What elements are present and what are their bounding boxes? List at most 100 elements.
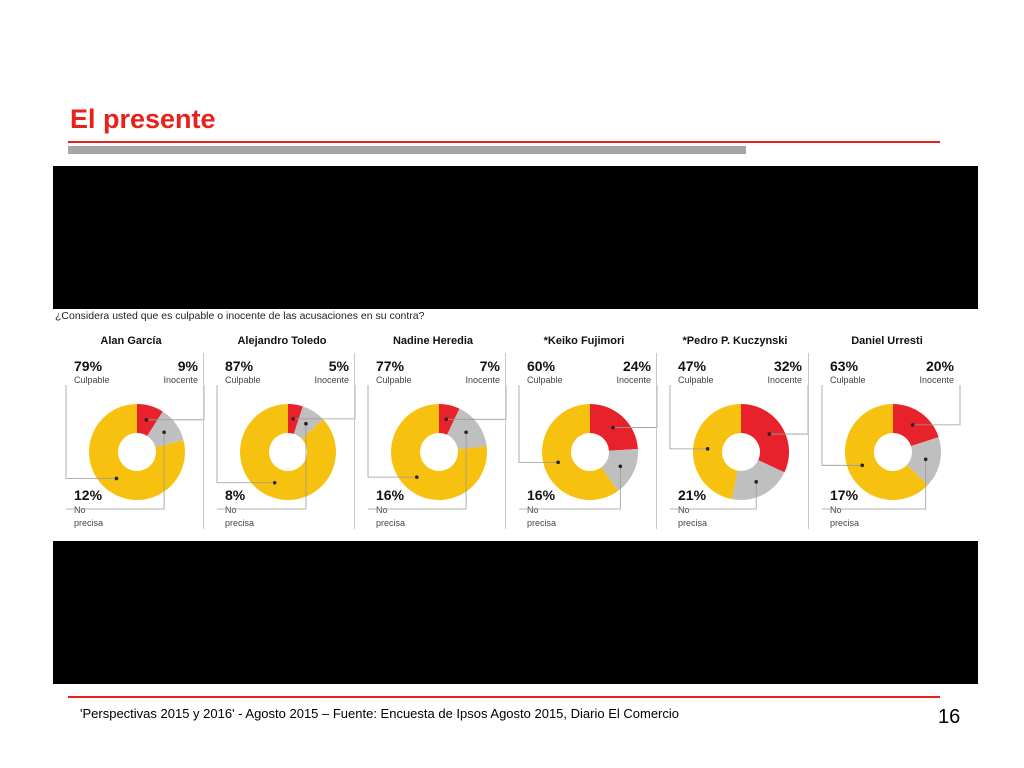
- inocente-label: Inocente: [767, 375, 802, 385]
- inocente-label: Inocente: [314, 375, 349, 385]
- inocente-leader: [912, 385, 961, 426]
- no-precisa-leader: [66, 432, 165, 510]
- inocente-leader: [446, 385, 507, 420]
- no-precisa-label: precisa: [830, 518, 860, 528]
- no-precisa-percent: 12%: [74, 487, 103, 503]
- no-precisa-percent: 8%: [225, 487, 246, 503]
- leader-dot: [618, 464, 623, 469]
- redacted-band-top: [53, 166, 978, 309]
- leader-dot: [767, 432, 772, 436]
- no-precisa-label: precisa: [225, 518, 255, 528]
- culpable-label: Culpable: [830, 375, 866, 385]
- candidate-panel: *Pedro P. Kuczynski 47% Culpable 32% Inocent…: [660, 329, 810, 537]
- donut-chart: [518, 385, 658, 510]
- leader-dot: [556, 460, 560, 465]
- inocente-percent: 24%: [622, 358, 651, 374]
- leader-dot: [705, 447, 710, 451]
- no-precisa-label: No: [830, 505, 842, 515]
- culpable-label: Culpable: [527, 375, 563, 385]
- panel-separator: [505, 353, 506, 529]
- inocente-percent: 9%: [177, 358, 198, 374]
- candidate-panel: Alan García 79% Culpable 9% Inocente 12% No pre…: [56, 329, 206, 537]
- redacted-band-bottom: [53, 541, 978, 684]
- panel-separator: [656, 353, 657, 529]
- candidate-panel: *Keiko Fujimori 60% Culpable 24% Inocente 16%…: [509, 329, 659, 537]
- inocente-label: Inocente: [919, 375, 954, 385]
- no-precisa-percent: 21%: [678, 487, 707, 503]
- candidate-name: Alan García: [100, 335, 162, 347]
- culpable-percent: 77%: [376, 358, 405, 374]
- candidate-name: Daniel Urresti: [851, 335, 923, 347]
- candidate-name: Alejandro Toledo: [237, 335, 327, 347]
- leader-dot: [291, 417, 296, 421]
- culpable-leader: [216, 385, 275, 484]
- title-gray-bar: [68, 146, 746, 154]
- no-precisa-label: precisa: [74, 518, 104, 528]
- leader-dot: [910, 423, 915, 427]
- no-precisa-label: No: [74, 505, 86, 515]
- no-precisa-slice: [293, 406, 323, 439]
- slide-title: El presente: [70, 104, 216, 134]
- culpable-leader: [65, 385, 117, 479]
- culpable-leader: [518, 385, 559, 463]
- inocente-percent: 32%: [773, 358, 802, 374]
- culpable-leader: [821, 385, 863, 466]
- page-number: 16: [938, 706, 961, 728]
- culpable-slice: [391, 404, 487, 500]
- leader-dot: [611, 425, 615, 430]
- no-precisa-leader: [670, 481, 757, 510]
- candidate-panel: Daniel Urresti 63% Culpable 20% Inocente 17% N…: [812, 329, 962, 537]
- culpable-label: Culpable: [225, 375, 261, 385]
- culpable-slice: [693, 404, 741, 500]
- donut-chart: [367, 385, 507, 510]
- leader-dot: [144, 418, 149, 422]
- no-precisa-slice: [601, 448, 638, 491]
- no-precisa-percent: 17%: [830, 487, 859, 503]
- inocente-leader: [293, 385, 356, 420]
- leader-dot: [754, 480, 759, 484]
- inocente-percent: 20%: [925, 358, 954, 374]
- footer-source: 'Perspectivas 2015 y 2016' - Agosto 2015…: [80, 706, 679, 721]
- footer-rule: [68, 696, 940, 698]
- culpable-slice: [240, 404, 336, 500]
- inocente-percent: 7%: [479, 358, 500, 374]
- inocente-percent: 5%: [328, 358, 349, 374]
- inocente-leader: [146, 385, 205, 421]
- leader-dot: [444, 417, 449, 422]
- donut-chart: [65, 385, 205, 510]
- inocente-label: Inocente: [163, 375, 198, 385]
- culpable-percent: 63%: [830, 358, 859, 374]
- no-precisa-percent: 16%: [527, 487, 556, 503]
- no-precisa-label: No: [225, 505, 237, 515]
- no-precisa-slice: [447, 408, 487, 450]
- donut-chart: [216, 385, 356, 510]
- no-precisa-slice: [732, 460, 785, 500]
- culpable-label: Culpable: [376, 375, 412, 385]
- culpable-slice: [542, 404, 619, 500]
- no-precisa-leader: [519, 466, 621, 510]
- poll-question: ¿Considera usted que es culpable o inoce…: [55, 310, 425, 322]
- culpable-slice: [89, 404, 185, 500]
- inocente-slice: [741, 404, 789, 473]
- leader-dot: [272, 480, 277, 485]
- leader-dot: [923, 457, 928, 462]
- leader-dot: [304, 421, 308, 426]
- no-precisa-label: precisa: [527, 518, 557, 528]
- title-underline: [68, 141, 940, 143]
- candidate-name: *Keiko Fujimori: [543, 335, 625, 347]
- culpable-percent: 87%: [225, 358, 254, 374]
- donut-chart: [669, 385, 809, 510]
- candidate-name: *Pedro P. Kuczynski: [682, 335, 788, 347]
- no-precisa-percent: 16%: [376, 487, 405, 503]
- leader-dot: [464, 430, 468, 435]
- culpable-slice: [845, 404, 928, 500]
- panel-separator: [354, 353, 355, 529]
- leader-dot: [162, 430, 166, 435]
- no-precisa-leader: [368, 432, 467, 510]
- no-precisa-label: precisa: [376, 518, 406, 528]
- no-precisa-label: No: [527, 505, 539, 515]
- panel-separator: [203, 353, 204, 529]
- no-precisa-label: No: [376, 505, 388, 515]
- culpable-percent: 60%: [527, 358, 556, 374]
- no-precisa-leader: [217, 423, 307, 510]
